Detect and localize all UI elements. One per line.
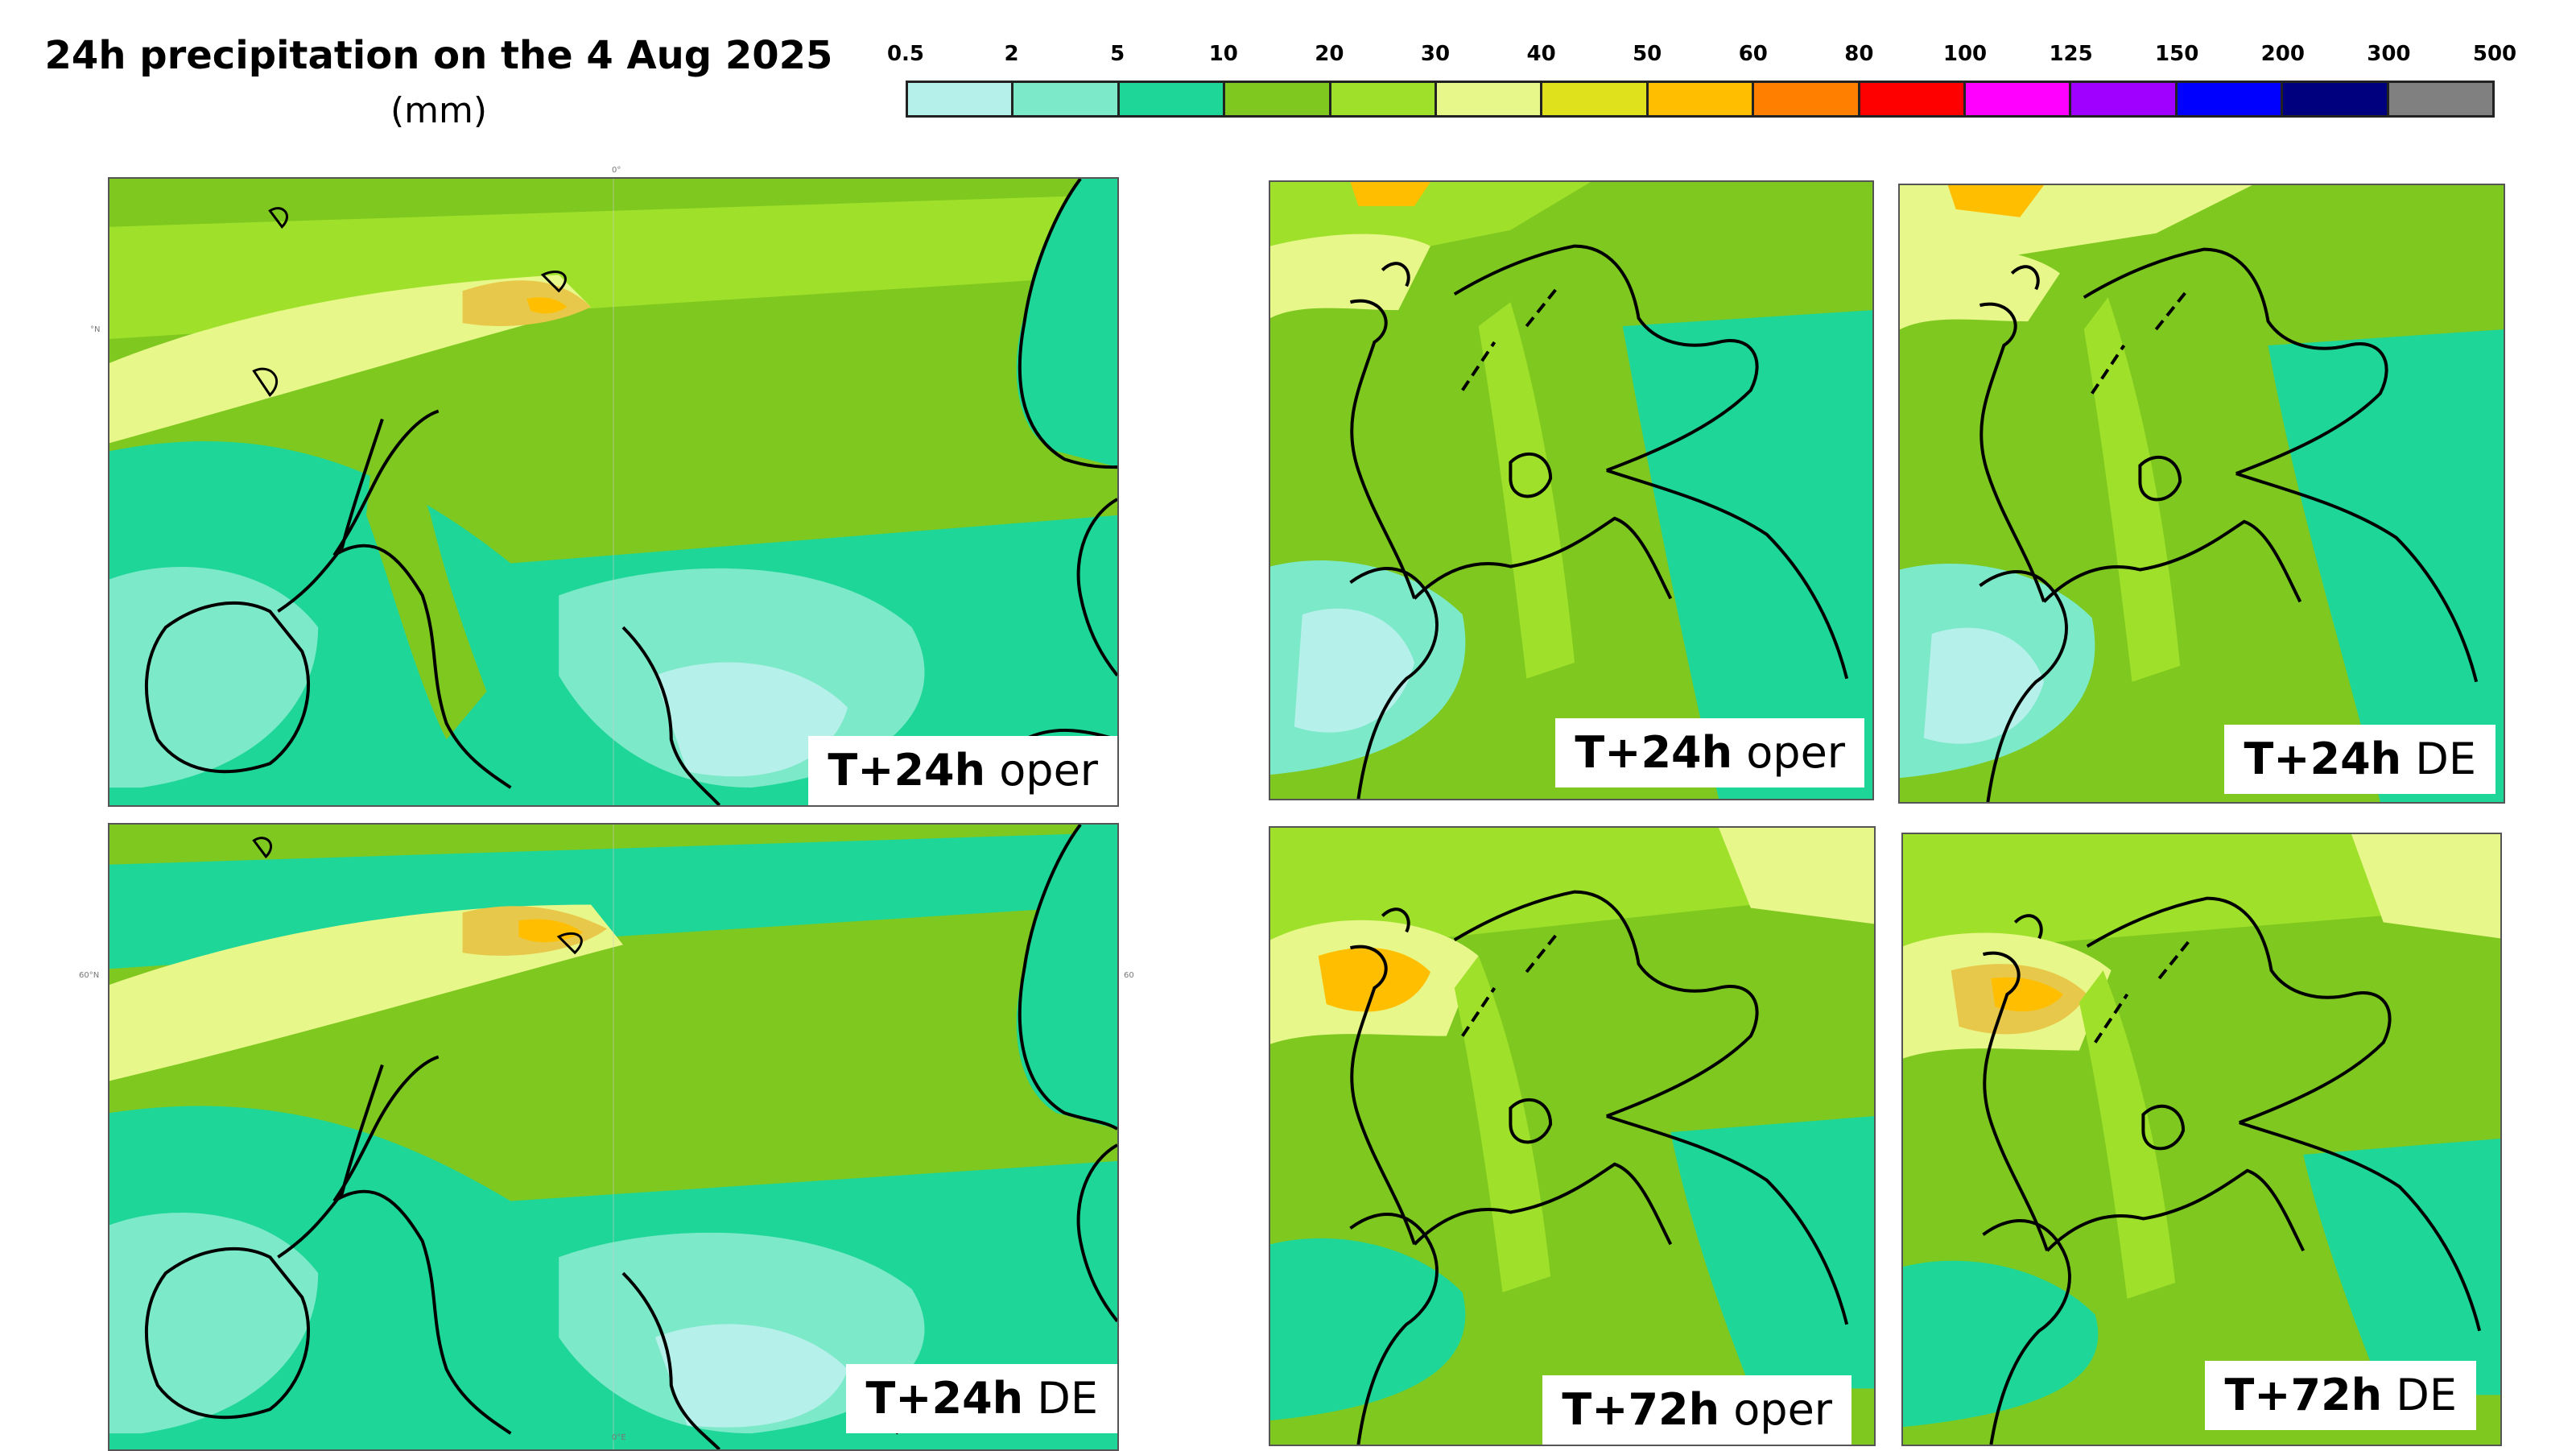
grid-tick-left-upper: °N xyxy=(90,325,101,334)
legend-swatch xyxy=(1437,83,1543,115)
legend-swatch xyxy=(2177,83,2284,115)
title-line-1: 24h precipitation on the 4 Aug 2025 xyxy=(44,33,833,78)
grid-tick-top: 0° xyxy=(612,166,621,175)
legend-swatch xyxy=(1966,83,2072,115)
legend-tick-label: 10 xyxy=(1208,42,1238,66)
legend-swatch xyxy=(908,83,1014,115)
legend-swatch xyxy=(1860,83,1967,115)
panel-label: T+72h DE xyxy=(2205,1361,2476,1430)
map-panel-scotland-t24-de: T+24h DE xyxy=(1898,184,2505,804)
grid-tick-bottom: 0°E xyxy=(612,1433,626,1442)
panel-label: T+24h oper xyxy=(808,736,1117,805)
legend-tick-labels: 0.5 2 5 10 20 30 40 50 60 80 100 125 150 200 300 500 xyxy=(887,42,2516,69)
panel-label: T+72h oper xyxy=(1542,1375,1852,1445)
lead-time-label: T+24h xyxy=(1575,727,1733,778)
legend-color-bar xyxy=(906,81,2495,118)
run-label: DE xyxy=(2415,734,2476,784)
panel-label: T+24h DE xyxy=(846,1364,1117,1433)
precip-map xyxy=(1900,185,2504,802)
run-label: DE xyxy=(2396,1370,2457,1420)
precip-map xyxy=(109,825,1117,1449)
legend-swatch xyxy=(1225,83,1331,115)
legend-swatch xyxy=(1119,83,1226,115)
grid-tick-right: 60 xyxy=(1124,971,1134,980)
precip-map xyxy=(1270,828,1874,1445)
legend-tick-label: 2 xyxy=(1004,42,1019,66)
lead-time-label: T+24h xyxy=(828,745,986,796)
legend-tick-label: 50 xyxy=(1633,42,1662,66)
legend-tick-label: 125 xyxy=(2049,42,2093,66)
run-label: oper xyxy=(999,745,1098,796)
legend-swatch xyxy=(2071,83,2178,115)
legend-swatch xyxy=(1648,83,1755,115)
figure-title: 24h precipitation on the 4 Aug 2025 (mm) xyxy=(32,27,845,138)
legend-swatch xyxy=(1013,83,1120,115)
precip-map xyxy=(109,179,1117,805)
legend-tick-label: 0.5 xyxy=(886,42,925,66)
map-panel-scotland-t72-de: T+72h DE xyxy=(1901,833,2502,1446)
run-label: oper xyxy=(1746,727,1845,778)
legend-tick-label: 100 xyxy=(1942,42,1988,66)
lead-time-label: T+24h xyxy=(2244,734,2402,784)
title-units: (mm) xyxy=(390,90,488,131)
legend-tick-label: 500 xyxy=(2472,42,2517,66)
legend-swatch xyxy=(1331,83,1438,115)
legend-swatch xyxy=(1542,83,1649,115)
precipitation-color-legend: 0.5 2 5 10 20 30 40 50 60 80 100 125 150 200 300 500 xyxy=(887,42,2516,122)
legend-tick-label: 40 xyxy=(1526,42,1556,66)
lead-time-label: T+72h xyxy=(1562,1384,1720,1435)
run-label: oper xyxy=(1733,1384,1832,1435)
map-panel-wide-t24-oper: T+24h oper xyxy=(108,177,1119,807)
lead-time-label: T+24h xyxy=(865,1373,1024,1424)
map-panel-scotland-t24-oper: T+24h oper xyxy=(1269,180,1874,800)
legend-swatch xyxy=(2283,83,2389,115)
legend-tick-label: 150 xyxy=(2155,42,2199,66)
panel-label: T+24h oper xyxy=(1555,718,1864,788)
lead-time-label: T+72h xyxy=(2224,1370,2383,1420)
legend-swatch xyxy=(2388,83,2493,115)
precip-map xyxy=(1903,834,2500,1445)
grid-tick-left-lower: 60°N xyxy=(79,971,100,980)
run-label: DE xyxy=(1037,1373,1098,1424)
legend-swatch xyxy=(1754,83,1860,115)
legend-tick-label: 60 xyxy=(1738,42,1768,66)
legend-tick-label: 30 xyxy=(1420,42,1451,66)
legend-tick-label: 80 xyxy=(1844,42,1874,66)
legend-tick-label: 5 xyxy=(1110,42,1125,66)
map-panel-scotland-t72-oper: T+72h oper xyxy=(1269,826,1876,1446)
precip-map xyxy=(1270,182,1872,799)
legend-tick-label: 300 xyxy=(2367,42,2411,66)
panel-label: T+24h DE xyxy=(2224,725,2496,794)
legend-tick-label: 200 xyxy=(2260,42,2305,66)
legend-tick-label: 20 xyxy=(1315,42,1344,66)
map-panel-wide-t24-de: T+24h DE xyxy=(108,823,1119,1451)
